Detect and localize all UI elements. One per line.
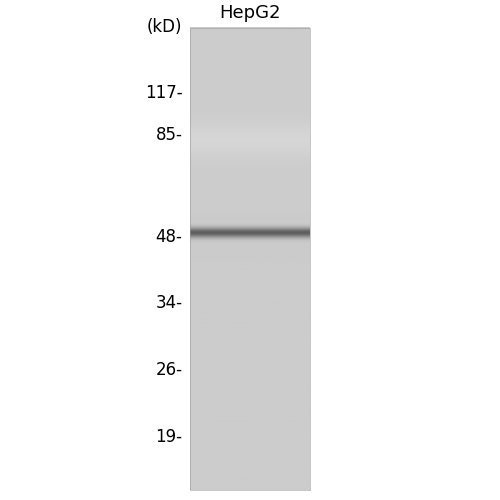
Text: 34-: 34- bbox=[156, 294, 182, 312]
Text: 117-: 117- bbox=[145, 84, 182, 102]
Text: 85-: 85- bbox=[156, 126, 182, 144]
Text: (kD): (kD) bbox=[147, 18, 182, 36]
Bar bbox=[190, 28, 310, 490]
Text: 48-: 48- bbox=[156, 228, 182, 246]
Text: 26-: 26- bbox=[156, 361, 182, 379]
Text: 19-: 19- bbox=[156, 428, 182, 446]
Text: HepG2: HepG2 bbox=[219, 4, 281, 22]
